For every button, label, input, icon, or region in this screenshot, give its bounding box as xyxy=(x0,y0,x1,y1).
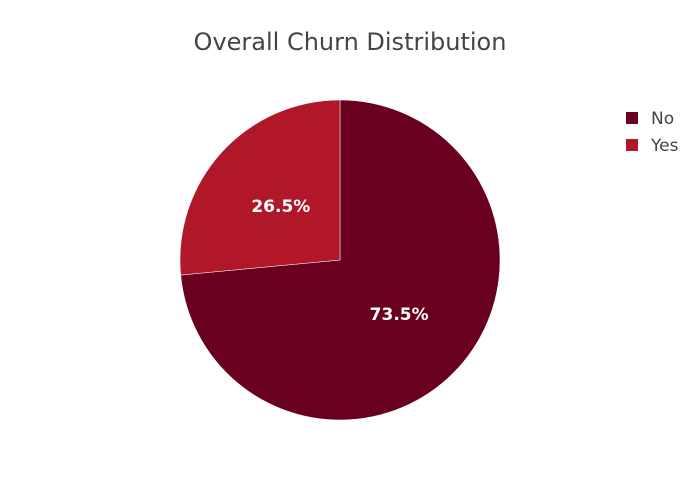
pie-slice-yes[interactable] xyxy=(179,99,341,276)
pie-slice-no[interactable] xyxy=(180,99,501,421)
slice-label-yes: 26.5% xyxy=(251,197,310,217)
legend-label-no: No xyxy=(651,109,674,129)
chart-title: Overall Churn Distribution xyxy=(194,28,507,56)
legend-item-no[interactable]: No xyxy=(626,109,674,129)
legend-label-yes: Yes xyxy=(650,136,679,156)
legend: No Yes xyxy=(626,109,679,156)
legend-item-yes[interactable]: Yes xyxy=(626,136,679,156)
pie-slices xyxy=(179,99,501,421)
legend-swatch-yes xyxy=(626,139,638,151)
slice-label-no: 73.5% xyxy=(370,305,429,325)
pie-slice-labels: 73.5% 26.5% xyxy=(251,197,428,325)
legend-swatch-no xyxy=(626,112,638,124)
